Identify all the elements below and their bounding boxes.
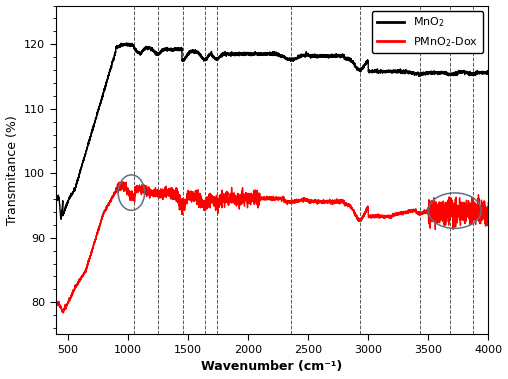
Y-axis label: Transmitance (%): Transmitance (%) <box>6 115 19 225</box>
PMnO$_2$-Dox <box>218 197 224 202</box>
PMnO$_2$-Dox <box>132 196 138 200</box>
PMnO$_2$-Dox <box>120 180 126 184</box>
MnO$_2$ <box>58 217 64 222</box>
MnO$_2$ <box>334 53 340 57</box>
PMnO$_2$-Dox <box>334 200 340 205</box>
MnO$_2$ <box>53 200 59 204</box>
MnO$_2$ <box>218 53 224 57</box>
Line: MnO$_2$: MnO$_2$ <box>56 43 488 219</box>
MnO$_2$ <box>124 41 130 45</box>
PMnO$_2$-Dox <box>53 302 59 306</box>
MnO$_2$ <box>312 55 319 60</box>
PMnO$_2$-Dox <box>408 208 415 212</box>
MnO$_2$ <box>485 71 491 75</box>
Line: PMnO$_2$-Dox: PMnO$_2$-Dox <box>56 182 488 313</box>
MnO$_2$ <box>375 70 382 75</box>
PMnO$_2$-Dox <box>375 214 382 218</box>
PMnO$_2$-Dox <box>485 201 491 205</box>
MnO$_2$ <box>408 69 415 74</box>
MnO$_2$ <box>132 46 138 51</box>
Legend: MnO$_2$, PMnO$_2$-Dox: MnO$_2$, PMnO$_2$-Dox <box>372 11 483 53</box>
X-axis label: Wavenumber (cm⁻¹): Wavenumber (cm⁻¹) <box>201 360 342 373</box>
PMnO$_2$-Dox <box>312 199 319 204</box>
PMnO$_2$-Dox <box>60 310 66 315</box>
